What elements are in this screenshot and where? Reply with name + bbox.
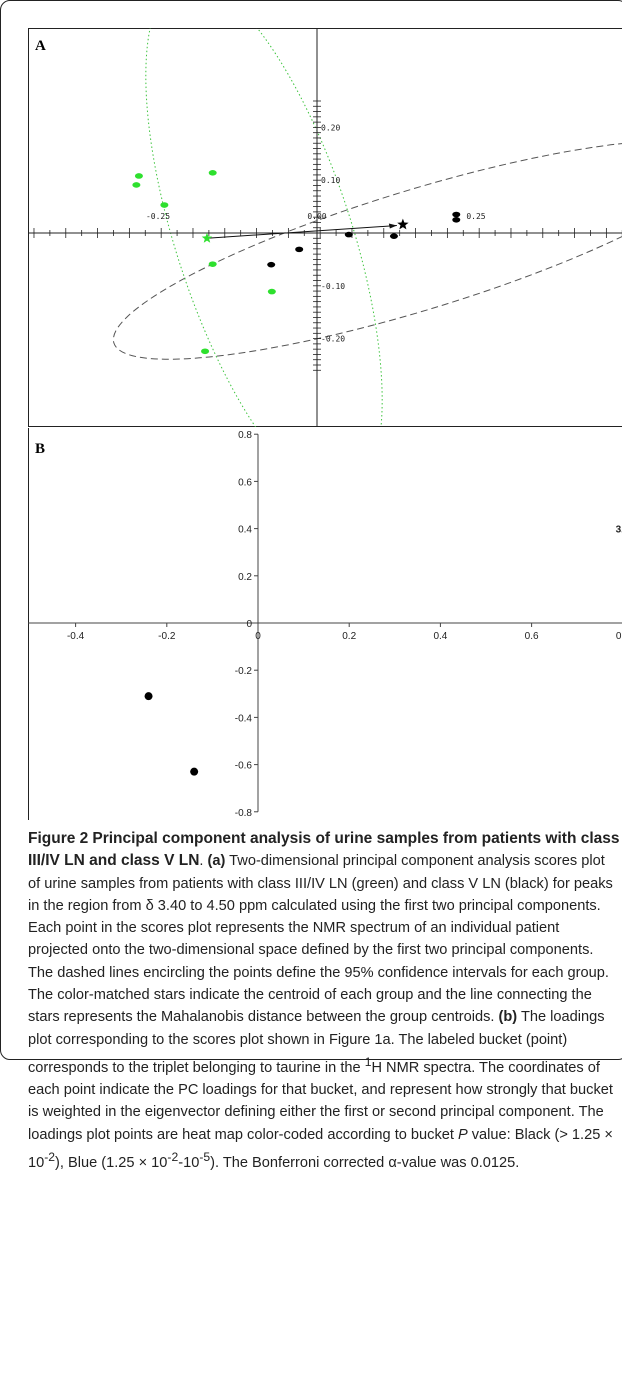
class-v-point — [295, 246, 304, 253]
figure-number: Figure 2 — [28, 830, 89, 847]
y-tick-label: -0.20 — [321, 335, 345, 344]
caption-b-label: (b) — [498, 1009, 518, 1026]
caption-delta-symbol: δ — [145, 897, 154, 914]
caption-b-text-5: -10 — [178, 1154, 200, 1171]
class-iii-iv-point — [134, 173, 143, 179]
y-tick-label: 0.6 — [238, 477, 252, 488]
x-tick-label: 0.8 — [616, 631, 622, 642]
figure-frame — [0, 0, 622, 1060]
mahalanobis-line — [206, 225, 397, 239]
figure-title-end: . — [199, 853, 204, 870]
x-tick-label: 0.4 — [433, 631, 447, 642]
panel-a-label: A — [35, 38, 46, 54]
class-iii-iv-point — [160, 202, 169, 208]
scores-plot: A -0.50-0.250.000.250.500.200.10-0.10-0.… — [28, 28, 622, 427]
centroid-star-class-iii-iv — [201, 232, 213, 243]
y-tick-label: 0.8 — [238, 430, 252, 441]
x-tick-label: 0.25 — [466, 212, 485, 221]
x-tick-label: 0 — [255, 631, 261, 642]
caption-b-text-6: ). The Bonferroni corrected — [210, 1154, 389, 1171]
x-tick-label: 0.2 — [342, 631, 356, 642]
x-tick-label: -0.4 — [67, 631, 85, 642]
class-v-point — [389, 233, 398, 239]
panel-b-label: B — [35, 441, 45, 457]
loadings-plot-points: 3.42 — [144, 525, 622, 776]
y-tick-label: 0.2 — [238, 572, 252, 583]
caption-superscript: -2 — [167, 1150, 179, 1165]
caption-a-text-2: 3.40 to 4.50 ppm calculated using the fi… — [28, 897, 609, 1026]
y-tick-label: -0.4 — [235, 713, 253, 724]
caption-superscript: 1 — [364, 1054, 372, 1069]
class-v-point — [452, 217, 461, 223]
x-tick-label: 0.00 — [307, 212, 326, 221]
loadings-plot: B -0.6-0.4-0.200.20.40.60.810.80.60.40.2… — [28, 428, 622, 820]
class-v-point — [452, 211, 461, 218]
x-tick-label: -0.25 — [146, 212, 170, 221]
mahalanobis-arrowhead — [388, 223, 397, 229]
y-tick-label: 0.10 — [321, 176, 340, 185]
y-tick-label: -0.6 — [235, 761, 253, 772]
class-iii-iv-point — [132, 182, 141, 188]
x-tick-label: -0.2 — [158, 631, 176, 642]
loading-point — [190, 767, 199, 776]
caption-b-text: The loadings plot corresponding to the s… — [28, 1009, 605, 1076]
x-tick-label: 0.6 — [525, 631, 539, 642]
class-iii-iv-point — [208, 170, 217, 176]
class-iii-iv-point — [267, 288, 276, 295]
y-tick-label: 0.4 — [238, 525, 252, 536]
taurine-point-label: 3.42 — [616, 525, 622, 536]
figure-caption: Figure 2 Principal component analysis of… — [28, 828, 620, 1174]
y-tick-label: 0 — [246, 619, 252, 630]
caption-b-text-2: H NMR spectra. The coordinates of each p… — [28, 1059, 613, 1143]
caption-a-text: Two-dimensional principal component anal… — [28, 853, 613, 914]
class-v-point — [267, 261, 276, 268]
loadings-plot-axes: -0.6-0.4-0.200.20.40.60.810.80.60.40.20-… — [28, 430, 622, 819]
y-tick-label: -0.8 — [235, 808, 253, 819]
class-iii-iv-point — [208, 261, 217, 267]
loading-point — [144, 692, 153, 701]
caption-superscript: -5 — [199, 1150, 211, 1165]
caption-p-italic: P — [457, 1126, 468, 1143]
scores-plot-points — [132, 170, 461, 355]
confidence-ellipse-class-iii-iv — [145, 28, 383, 427]
caption-alpha-symbol: α — [388, 1154, 397, 1171]
y-tick-label: 0.20 — [321, 123, 340, 132]
scores-plot-guides — [112, 28, 622, 427]
class-v-point — [344, 231, 353, 238]
figure-title: Principal component analysis of urine sa… — [28, 830, 620, 870]
caption-b-text-7: -value was 0.0125. — [396, 1154, 520, 1171]
confidence-ellipse-class-v — [112, 140, 622, 360]
class-iii-iv-point — [201, 348, 210, 355]
scores-plot-border — [28, 28, 622, 427]
caption-superscript: -2 — [44, 1150, 56, 1165]
caption-a-label: (a) — [207, 853, 226, 870]
y-tick-label: -0.10 — [321, 282, 345, 291]
caption-b-text-4: ), Blue (1.25 × 10 — [55, 1154, 168, 1171]
scores-plot-axes: -0.50-0.250.000.250.500.200.10-0.10-0.20 — [28, 28, 622, 427]
centroid-star-class-v — [397, 218, 409, 230]
caption-b-text-3: value: Black (> 1.25 × 10 — [28, 1126, 613, 1171]
y-tick-label: -0.2 — [235, 666, 253, 677]
